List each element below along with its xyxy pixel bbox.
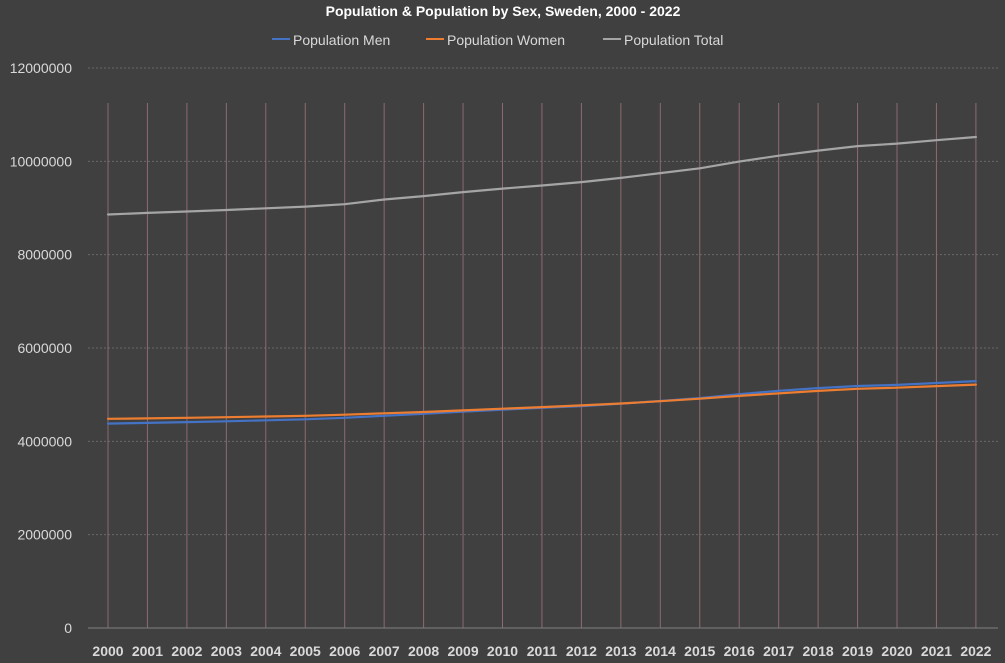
legend: Population Men Population Women Population…	[272, 32, 723, 48]
y-tick-label: 2000000	[17, 527, 72, 543]
x-tick-label: 2000	[92, 643, 123, 659]
x-tick-label: 2005	[290, 643, 321, 659]
x-tick-label: 2003	[211, 643, 242, 659]
x-tick-label: 2012	[566, 643, 597, 659]
x-tick-label: 2021	[921, 643, 952, 659]
series-line-3	[106, 135, 978, 216]
x-tick-label: 2010	[487, 643, 518, 659]
x-tick-label: 2007	[369, 643, 400, 659]
legend-label: Population Women	[447, 32, 565, 48]
x-tick-label: 2006	[329, 643, 360, 659]
x-tick-label: 2022	[960, 643, 991, 659]
x-tick-label: 2008	[408, 643, 439, 659]
chart-title: Population & Population by Sex, Sweden, …	[326, 3, 681, 19]
y-tick-label: 12000000	[10, 60, 73, 76]
x-tick-label: 2014	[645, 643, 676, 659]
plot-area	[106, 135, 978, 425]
gridlines	[88, 67, 998, 629]
y-tick-label: 8000000	[17, 247, 72, 263]
x-tick-label: 2019	[842, 643, 873, 659]
y-tick-label: 4000000	[17, 433, 72, 449]
x-tick-label: 2009	[447, 643, 478, 659]
y-tick-label: 10000000	[10, 153, 73, 169]
y-tick-label: 6000000	[17, 340, 72, 356]
x-tick-label: 2004	[250, 643, 281, 659]
x-tick-label: 2018	[803, 643, 834, 659]
x-tick-label: 2011	[527, 643, 558, 659]
x-tick-label: 2016	[724, 643, 755, 659]
x-axis: 2000 2001 2002 2003 2004 2005 2006 2007 2008 2009…	[92, 643, 991, 659]
x-tick-label: 2017	[763, 643, 794, 659]
legend-label: Population Men	[293, 32, 390, 48]
x-tick-label: 2001	[132, 643, 163, 659]
x-tick-label: 2002	[171, 643, 202, 659]
legend-label: Population Total	[624, 32, 723, 48]
x-tick-label: 2015	[684, 643, 715, 659]
series-line-2	[106, 383, 978, 420]
y-tick-label: 0	[64, 620, 72, 636]
x-tick-label: 2020	[881, 643, 912, 659]
x-tick-label: 2013	[605, 643, 636, 659]
y-axis: 0 2000000 4000000 6000000 8000000 10000000 120…	[10, 60, 73, 636]
